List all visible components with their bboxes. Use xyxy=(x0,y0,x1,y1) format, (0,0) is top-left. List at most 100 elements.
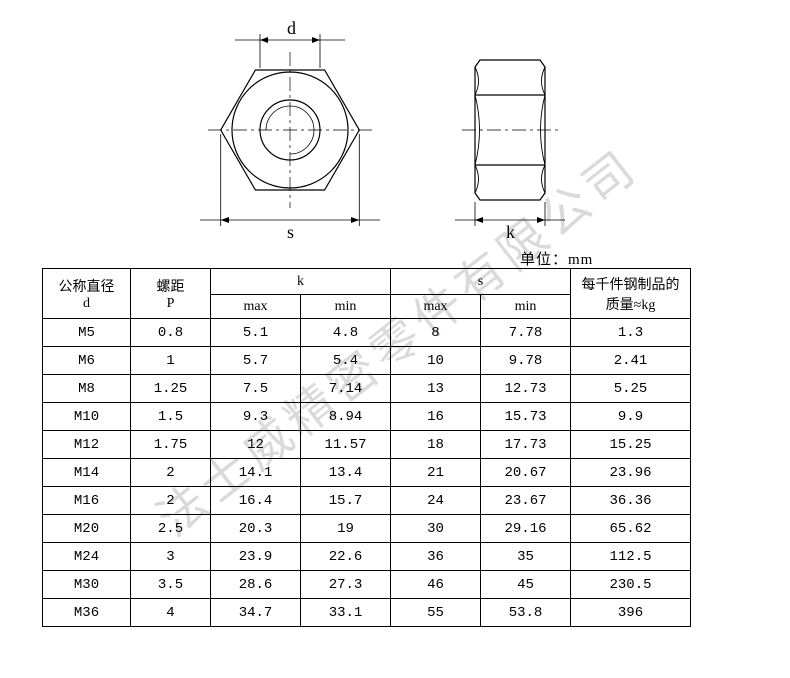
hdr-mass: 每千件钢制品的 质量≈kg xyxy=(571,269,691,319)
cell-d: M16 xyxy=(43,487,131,515)
cell-mass: 65.62 xyxy=(571,515,691,543)
side-view xyxy=(455,60,565,226)
cell-kmin: 5.4 xyxy=(301,347,391,375)
hdr-s-min: min xyxy=(481,295,571,319)
cell-mass: 15.25 xyxy=(571,431,691,459)
cell-p: 1 xyxy=(131,347,211,375)
cell-kmax: 20.3 xyxy=(211,515,301,543)
cell-kmax: 28.6 xyxy=(211,571,301,599)
cell-kmin: 33.1 xyxy=(301,599,391,627)
table-row: M24323.922.63635112.5 xyxy=(43,543,691,571)
table-row: M121.751211.571817.7315.25 xyxy=(43,431,691,459)
cell-d: M5 xyxy=(43,319,131,347)
cell-p: 0.8 xyxy=(131,319,211,347)
cell-kmax: 16.4 xyxy=(211,487,301,515)
cell-smin: 35 xyxy=(481,543,571,571)
dim-label-k: k xyxy=(506,222,515,242)
cell-mass: 230.5 xyxy=(571,571,691,599)
cell-smax: 8 xyxy=(391,319,481,347)
cell-d: M14 xyxy=(43,459,131,487)
hdr-p: 螺距 P xyxy=(131,269,211,319)
top-view xyxy=(200,34,380,226)
cell-smax: 10 xyxy=(391,347,481,375)
hdr-s-max: max xyxy=(391,295,481,319)
cell-smin: 7.78 xyxy=(481,319,571,347)
page-root: d s xyxy=(0,0,790,678)
cell-mass: 1.3 xyxy=(571,319,691,347)
cell-p: 1.25 xyxy=(131,375,211,403)
cell-mass: 2.41 xyxy=(571,347,691,375)
unit-label: 单位：mm xyxy=(520,248,593,269)
cell-smin: 17.73 xyxy=(481,431,571,459)
cell-kmax: 5.7 xyxy=(211,347,301,375)
hex-nut-diagram: d s xyxy=(0,10,790,250)
cell-mass: 36.36 xyxy=(571,487,691,515)
hdr-p-line2: P xyxy=(131,296,210,312)
cell-smin: 9.78 xyxy=(481,347,571,375)
cell-p: 2.5 xyxy=(131,515,211,543)
hdr-d: 公称直径 d xyxy=(43,269,131,319)
hdr-d-line2: d xyxy=(43,296,130,312)
dim-label-d: d xyxy=(287,18,296,38)
cell-kmax: 23.9 xyxy=(211,543,301,571)
cell-p: 4 xyxy=(131,599,211,627)
cell-p: 2 xyxy=(131,459,211,487)
cell-smin: 12.73 xyxy=(481,375,571,403)
cell-mass: 5.25 xyxy=(571,375,691,403)
cell-mass: 112.5 xyxy=(571,543,691,571)
cell-smin: 20.67 xyxy=(481,459,571,487)
table-row: M303.528.627.34645230.5 xyxy=(43,571,691,599)
cell-d: M10 xyxy=(43,403,131,431)
table-row: M615.75.4109.782.41 xyxy=(43,347,691,375)
table-row: M202.520.3193029.1665.62 xyxy=(43,515,691,543)
spec-table-body: M50.85.14.887.781.3M615.75.4109.782.41M8… xyxy=(43,319,691,627)
cell-kmin: 7.14 xyxy=(301,375,391,403)
cell-d: M8 xyxy=(43,375,131,403)
cell-p: 1.5 xyxy=(131,403,211,431)
hdr-k-min: min xyxy=(301,295,391,319)
spec-table-head: 公称直径 d 螺距 P k s 每千件钢制品的 质量≈kg max min ma… xyxy=(43,269,691,319)
cell-p: 3 xyxy=(131,543,211,571)
hdr-d-line1: 公称直径 xyxy=(43,276,130,296)
cell-smax: 13 xyxy=(391,375,481,403)
hdr-k-max: max xyxy=(211,295,301,319)
cell-smax: 46 xyxy=(391,571,481,599)
cell-d: M6 xyxy=(43,347,131,375)
cell-kmax: 7.5 xyxy=(211,375,301,403)
cell-smin: 45 xyxy=(481,571,571,599)
cell-kmax: 34.7 xyxy=(211,599,301,627)
cell-smin: 29.16 xyxy=(481,515,571,543)
cell-d: M12 xyxy=(43,431,131,459)
cell-mass: 396 xyxy=(571,599,691,627)
cell-p: 1.75 xyxy=(131,431,211,459)
cell-kmin: 19 xyxy=(301,515,391,543)
hdr-k: k xyxy=(211,269,391,295)
table-row: M36434.733.15553.8396 xyxy=(43,599,691,627)
cell-kmin: 4.8 xyxy=(301,319,391,347)
cell-kmin: 27.3 xyxy=(301,571,391,599)
cell-smin: 23.67 xyxy=(481,487,571,515)
diagram-svg: d s xyxy=(0,10,790,250)
cell-kmin: 11.57 xyxy=(301,431,391,459)
hdr-p-line1: 螺距 xyxy=(131,276,210,296)
cell-smax: 24 xyxy=(391,487,481,515)
cell-kmax: 14.1 xyxy=(211,459,301,487)
cell-d: M24 xyxy=(43,543,131,571)
cell-p: 3.5 xyxy=(131,571,211,599)
hdr-mass-line2: 质量≈kg xyxy=(571,294,690,314)
cell-kmin: 8.94 xyxy=(301,403,391,431)
cell-d: M36 xyxy=(43,599,131,627)
cell-smax: 55 xyxy=(391,599,481,627)
cell-smax: 16 xyxy=(391,403,481,431)
hdr-s: s xyxy=(391,269,571,295)
cell-d: M30 xyxy=(43,571,131,599)
table-row: M14214.113.42120.6723.96 xyxy=(43,459,691,487)
hdr-mass-line1: 每千件钢制品的 xyxy=(571,274,690,294)
table-row: M16216.415.72423.6736.36 xyxy=(43,487,691,515)
dim-label-s: s xyxy=(287,222,294,242)
cell-kmax: 9.3 xyxy=(211,403,301,431)
cell-mass: 9.9 xyxy=(571,403,691,431)
cell-mass: 23.96 xyxy=(571,459,691,487)
table-row: M81.257.57.141312.735.25 xyxy=(43,375,691,403)
cell-smax: 30 xyxy=(391,515,481,543)
